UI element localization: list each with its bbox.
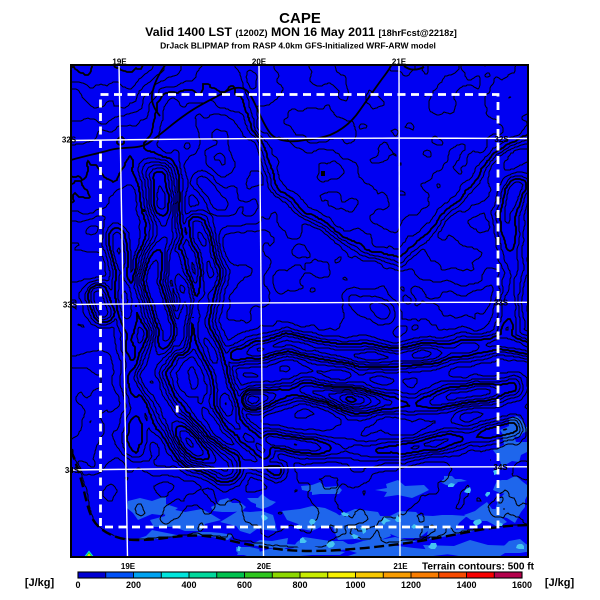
svg-text:[J/kg]: [J/kg] xyxy=(545,577,575,589)
svg-text:1600: 1600 xyxy=(512,580,532,590)
svg-text:Terrain contours: 500 ft: Terrain contours: 500 ft xyxy=(422,561,535,572)
svg-text:Valid 1400 LST (1200Z) MON 16: Valid 1400 LST (1200Z) MON 16 May 2011 [… xyxy=(145,25,457,39)
svg-text:200: 200 xyxy=(126,580,141,590)
svg-text:CAPE: CAPE xyxy=(279,10,321,27)
svg-text:400: 400 xyxy=(181,580,196,590)
svg-text:19E: 19E xyxy=(112,58,127,67)
svg-text:21E: 21E xyxy=(393,562,408,571)
svg-text:34S: 34S xyxy=(65,466,80,475)
svg-text:0: 0 xyxy=(75,580,80,590)
svg-text:1000: 1000 xyxy=(345,580,365,590)
svg-text:1400: 1400 xyxy=(456,580,476,590)
svg-text:32S: 32S xyxy=(494,135,509,144)
svg-text:19E: 19E xyxy=(121,562,136,571)
svg-text:20E: 20E xyxy=(257,562,272,571)
svg-text:32S: 32S xyxy=(62,136,77,145)
svg-text:34S: 34S xyxy=(493,463,508,472)
svg-text:33S: 33S xyxy=(63,301,78,310)
svg-text:[J/kg]: [J/kg] xyxy=(25,577,55,589)
svg-text:600: 600 xyxy=(237,580,252,590)
svg-text:33S: 33S xyxy=(494,299,509,308)
svg-text:DrJack BLIPMAP from RASP 4.0km: DrJack BLIPMAP from RASP 4.0km GFS-Initi… xyxy=(160,41,436,51)
svg-text:1200: 1200 xyxy=(401,580,421,590)
svg-text:21E: 21E xyxy=(392,58,407,67)
svg-text:20E: 20E xyxy=(252,58,267,67)
svg-text:800: 800 xyxy=(292,580,307,590)
